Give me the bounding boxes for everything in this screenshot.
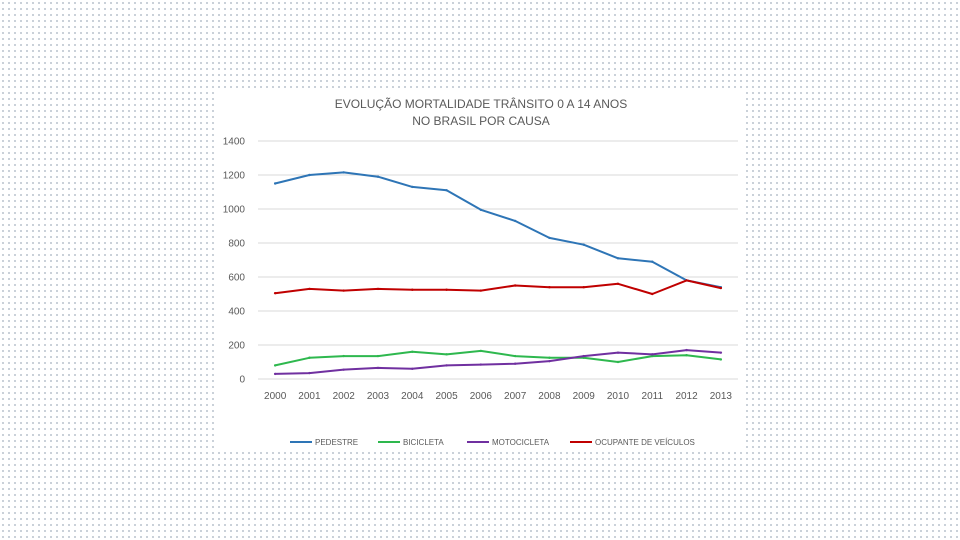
data-point-motocicleta-2002 xyxy=(342,368,345,371)
chart-title-line-1: EVOLUÇÃO MORTALIDADE TRÂNSITO 0 A 14 ANO… xyxy=(335,96,628,111)
data-point-motocicleta-2000 xyxy=(273,372,277,376)
series-line-motocicleta xyxy=(274,349,722,375)
y-tick-label: 1000 xyxy=(223,205,246,216)
data-point-ocupante-de-ve-culos-2010 xyxy=(616,282,620,285)
data-point-ocupante-de-ve-culos-2013 xyxy=(719,286,723,290)
data-point-pedestre-2007 xyxy=(513,219,517,223)
data-point-ocupante-de-ve-culos-2004 xyxy=(411,288,414,291)
data-point-bicicleta-2012 xyxy=(685,354,688,357)
legend-item: OCUPANTE DE VEÍCULOS xyxy=(570,438,695,447)
legend-label: OCUPANTE DE VEÍCULOS xyxy=(595,438,695,447)
x-tick-label: 2000 xyxy=(264,391,287,402)
y-tick-label: 1200 xyxy=(223,171,246,182)
data-point-ocupante-de-ve-culos-2001 xyxy=(308,287,311,291)
y-tick-label: 1400 xyxy=(223,137,246,148)
y-tick-label: 0 xyxy=(239,375,245,386)
data-point-motocicleta-2010 xyxy=(616,351,620,354)
x-tick-label: 2008 xyxy=(538,391,561,402)
data-point-pedestre-2002 xyxy=(342,171,345,174)
x-tick-label: 2007 xyxy=(504,391,527,402)
data-point-motocicleta-2006 xyxy=(479,363,483,366)
data-point-bicicleta-2011 xyxy=(651,354,654,358)
data-point-pedestre-2004 xyxy=(411,185,414,189)
data-point-pedestre-2001 xyxy=(308,173,311,177)
legend-label: PEDESTRE xyxy=(315,438,358,447)
x-tick-label: 2012 xyxy=(675,391,698,402)
data-point-pedestre-2008 xyxy=(548,236,551,240)
data-point-pedestre-2000 xyxy=(273,182,277,185)
data-point-motocicleta-2001 xyxy=(308,371,311,375)
data-point-ocupante-de-ve-culos-2000 xyxy=(273,291,277,295)
data-point-pedestre-2011 xyxy=(651,260,654,263)
chart-title-line-2: NO BRASIL POR CAUSA xyxy=(412,114,550,128)
x-tick-label: 2005 xyxy=(435,391,458,402)
data-point-bicicleta-2002 xyxy=(342,354,345,358)
data-point-pedestre-2003 xyxy=(376,175,380,178)
data-point-ocupante-de-ve-culos-2005 xyxy=(445,288,448,291)
data-point-ocupante-de-ve-culos-2011 xyxy=(651,292,654,296)
series-line-ocupante-de-ve-culos xyxy=(274,279,722,295)
legend-item: MOTOCICLETA xyxy=(467,438,550,447)
y-tick-label: 600 xyxy=(228,273,245,284)
data-point-motocicleta-2008 xyxy=(548,359,551,363)
x-tick-label: 2006 xyxy=(470,391,493,402)
legend-label: BICICLETA xyxy=(403,438,444,447)
data-point-ocupante-de-ve-culos-2002 xyxy=(342,289,345,292)
x-tick-label: 2009 xyxy=(573,391,596,402)
data-point-ocupante-de-ve-culos-2012 xyxy=(685,279,688,282)
legend-item: PEDESTRE xyxy=(290,438,358,447)
series-line-pedestre xyxy=(274,171,722,289)
legend-label: MOTOCICLETA xyxy=(492,438,550,447)
data-point-motocicleta-2012 xyxy=(685,348,688,352)
data-point-pedestre-2006 xyxy=(479,208,483,212)
data-point-motocicleta-2007 xyxy=(513,362,517,365)
data-point-motocicleta-2005 xyxy=(445,364,448,367)
data-point-motocicleta-2011 xyxy=(651,353,654,356)
data-point-ocupante-de-ve-culos-2003 xyxy=(376,287,380,291)
data-point-bicicleta-2007 xyxy=(513,354,517,358)
x-tick-label: 2011 xyxy=(642,391,664,402)
x-tick-label: 2013 xyxy=(710,391,733,402)
data-point-bicicleta-2004 xyxy=(411,350,414,353)
data-point-bicicleta-2013 xyxy=(719,358,723,361)
data-point-ocupante-de-ve-culos-2009 xyxy=(582,286,585,289)
data-point-pedestre-2005 xyxy=(445,189,448,192)
data-point-bicicleta-2003 xyxy=(376,354,380,358)
data-point-motocicleta-2004 xyxy=(411,367,414,370)
y-tick-label: 400 xyxy=(228,307,245,318)
x-tick-label: 2010 xyxy=(607,391,630,402)
y-tick-label: 800 xyxy=(228,239,245,250)
data-point-bicicleta-2001 xyxy=(308,356,311,359)
data-point-ocupante-de-ve-culos-2007 xyxy=(513,284,517,287)
data-point-pedestre-2009 xyxy=(582,243,585,246)
data-point-pedestre-2010 xyxy=(616,257,620,260)
data-point-ocupante-de-ve-culos-2006 xyxy=(479,289,483,292)
data-point-bicicleta-2008 xyxy=(548,356,551,359)
x-tick-label: 2003 xyxy=(367,391,390,402)
data-point-ocupante-de-ve-culos-2008 xyxy=(548,286,551,289)
data-point-bicicleta-2006 xyxy=(479,349,483,353)
data-point-bicicleta-2000 xyxy=(273,364,277,367)
x-tick-label: 2004 xyxy=(401,391,424,402)
chart-card: EVOLUÇÃO MORTALIDADE TRÂNSITO 0 A 14 ANO… xyxy=(218,89,744,449)
x-tick-label: 2001 xyxy=(298,391,321,402)
x-tick-label: 2002 xyxy=(333,391,356,402)
legend-item: BICICLETA xyxy=(378,438,444,447)
data-point-motocicleta-2003 xyxy=(376,366,380,370)
data-point-bicicleta-2010 xyxy=(616,360,620,364)
data-point-bicicleta-2005 xyxy=(445,353,448,356)
series-line-bicicleta xyxy=(274,349,722,367)
data-point-motocicleta-2013 xyxy=(719,351,723,354)
data-point-motocicleta-2009 xyxy=(582,354,585,358)
line-chart: EVOLUÇÃO MORTALIDADE TRÂNSITO 0 A 14 ANO… xyxy=(223,96,738,447)
y-tick-label: 200 xyxy=(228,341,245,352)
